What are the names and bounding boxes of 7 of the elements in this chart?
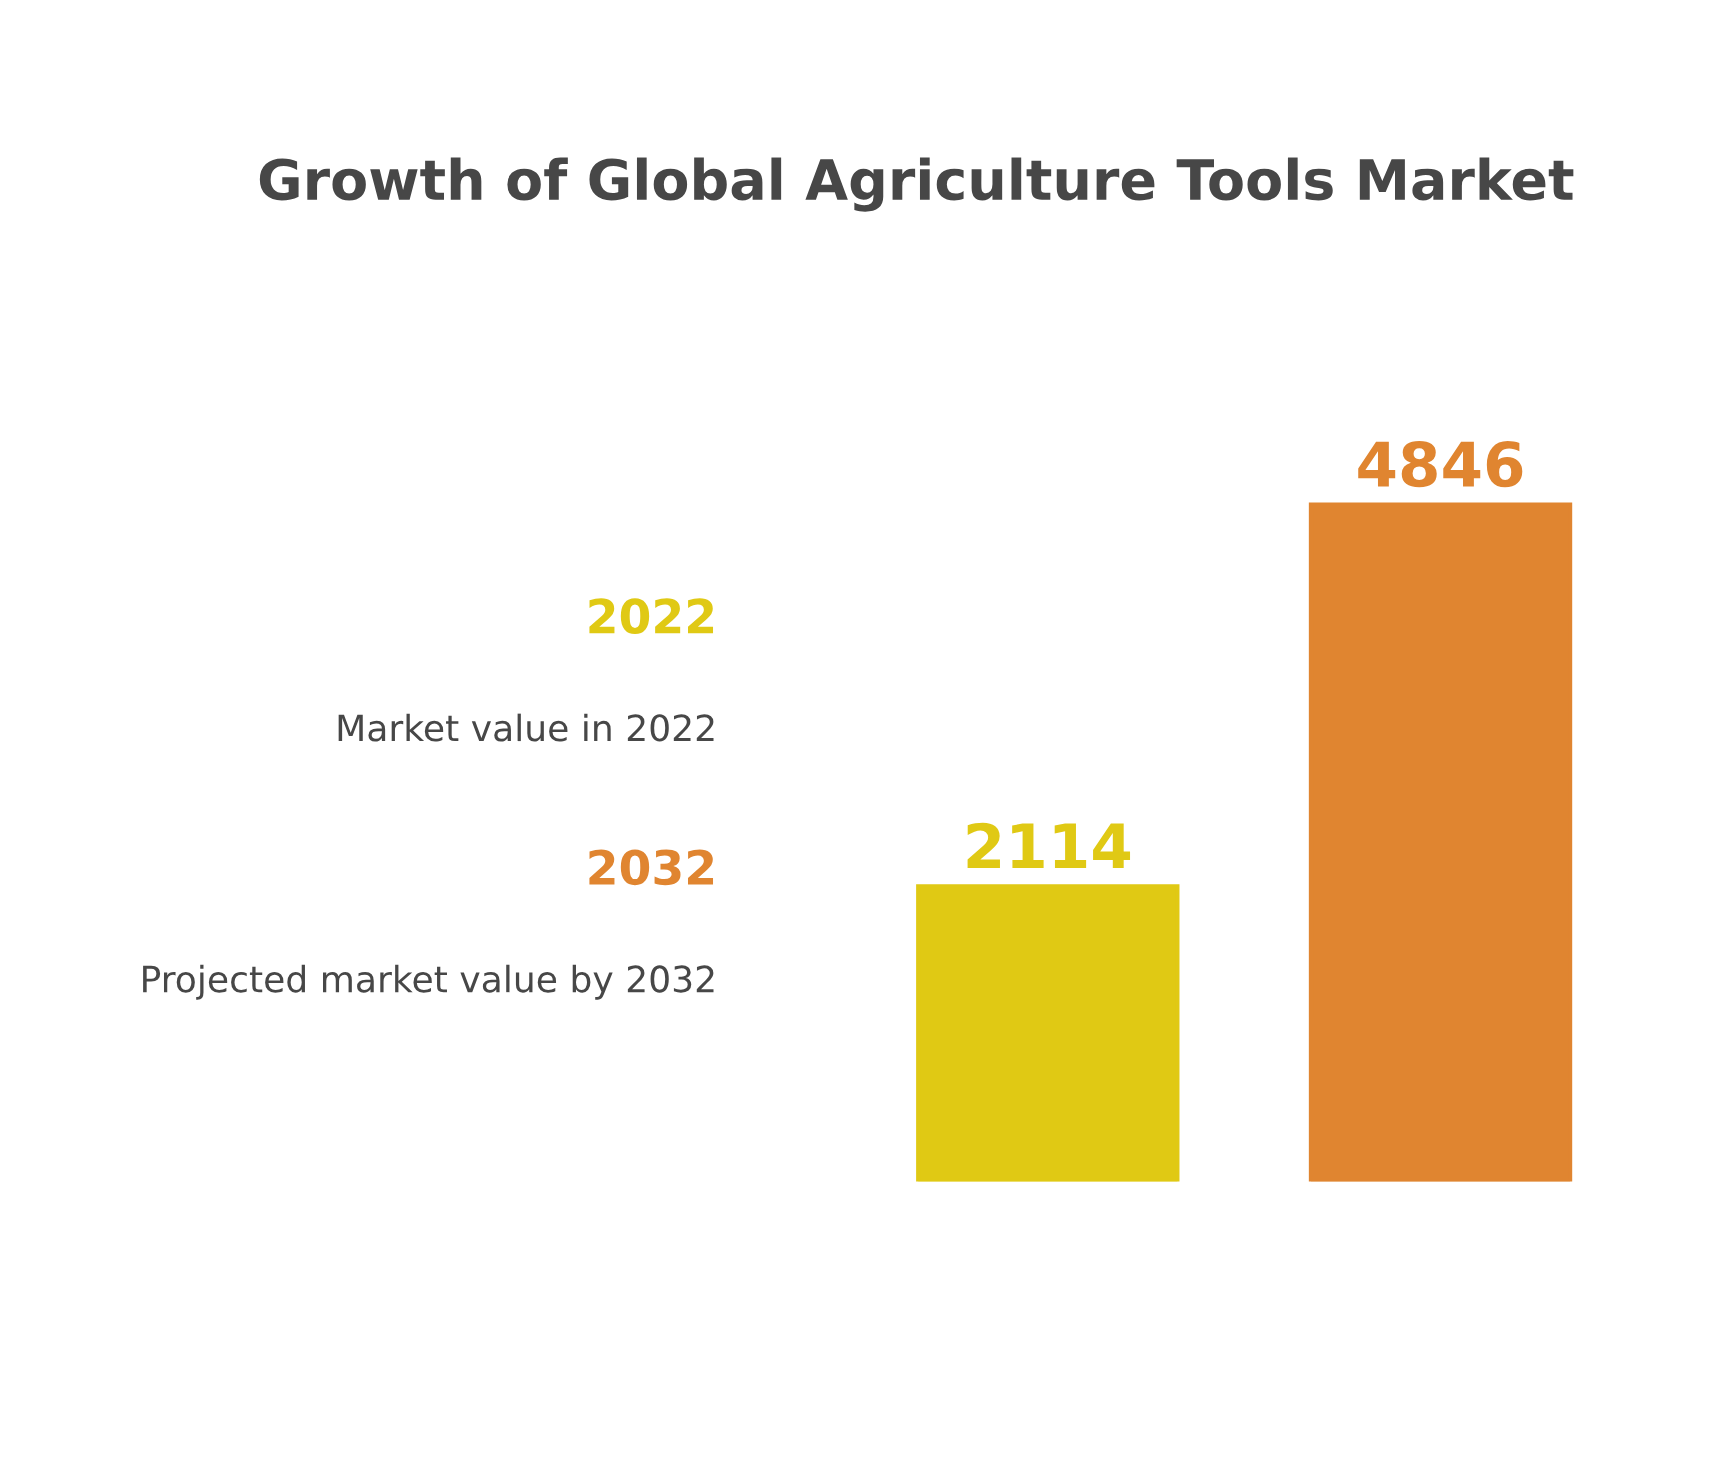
text: Projected market value by 2032	[143, 964, 714, 1000]
data-label: 2114	[967, 822, 1131, 869]
text: Market value in 2022	[338, 713, 714, 742]
text: 2032	[589, 849, 714, 886]
chart-title: Growth of Global Agriculture Tools Market	[259, 157, 1574, 212]
data-label: 4846	[1358, 441, 1523, 488]
text: 2022	[589, 598, 714, 635]
